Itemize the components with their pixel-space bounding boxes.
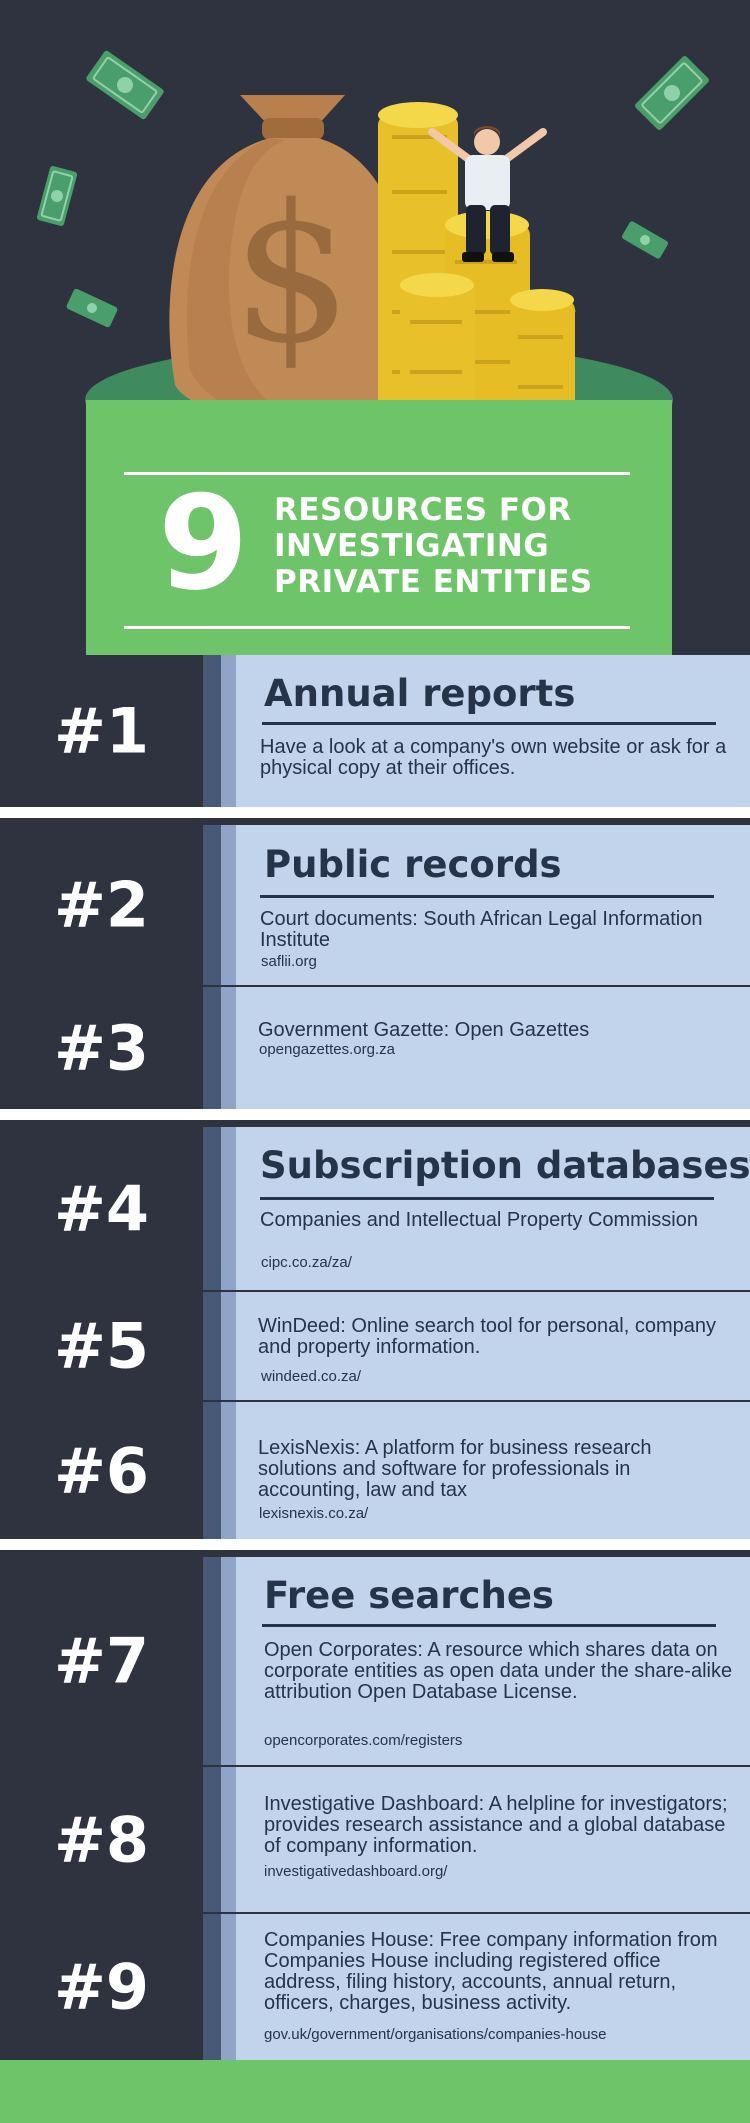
item-number: #9 (53, 1950, 150, 2024)
coin-stack-icon (400, 273, 475, 435)
item-number: #1 (53, 694, 150, 768)
title-bottom-rule (124, 626, 630, 629)
number-cell: #1 (0, 655, 203, 807)
person-icon (428, 126, 547, 262)
section-heading: Public records (264, 843, 562, 886)
section-heading: Annual reports (264, 672, 576, 715)
item-url: lexisnexis.co.za/ (259, 1505, 369, 1522)
heading-rule (260, 895, 714, 898)
item-url: opengazettes.org.za (259, 1041, 395, 1058)
item-url: cipc.co.za/za/ (261, 1254, 352, 1271)
item-description: Companies House: Free company informatio… (264, 1929, 718, 2014)
item-number: #3 (53, 1011, 150, 1085)
list-item: #5 WinDeed: Online search tool for perso… (0, 1292, 750, 1400)
title-number: 9 (158, 467, 248, 619)
item-description: Companies and Intellectual Property Comm… (260, 1209, 698, 1231)
list-item: #9 Companies House: Free company informa… (0, 1914, 750, 2060)
item-description: Have a look at a company's own website o… (260, 736, 727, 779)
item-description: Court documents: South African Legal Inf… (260, 908, 703, 951)
item-number: #7 (53, 1624, 150, 1698)
item-number: #4 (53, 1172, 150, 1245)
title-box: 9 RESOURCES FOR INVESTIGATING PRIVATE EN… (86, 400, 672, 655)
section-heading: Subscription databases (260, 1144, 750, 1187)
list-item: #2 Public records Court documents: South… (0, 825, 750, 985)
number-cell: #3 (0, 987, 203, 1109)
number-cell: #2 (0, 825, 203, 985)
list-item: #6 LexisNexis: A platform for business r… (0, 1402, 750, 1539)
list-item: #4 Subscription databases Companies and … (0, 1127, 750, 1290)
item-number: #5 (53, 1309, 150, 1383)
item-description: LexisNexis: A platform for business rese… (258, 1437, 652, 1501)
section-divider (0, 1539, 750, 1550)
title-text: RESOURCES FOR INVESTIGATING PRIVATE ENTI… (274, 492, 593, 600)
section-divider (0, 807, 750, 818)
number-cell: #9 (0, 1914, 203, 2060)
item-description: Investigative Dashboard: A helpline for … (264, 1793, 728, 1857)
section-heading: Free searches (264, 1574, 554, 1617)
list-item: #7 Free searches Open Corporates: A reso… (0, 1557, 750, 1765)
banknote-icon (36, 166, 78, 226)
list-item: #1 Annual reports Have a look at a compa… (0, 655, 750, 807)
item-description: Government Gazette: Open Gazettes (258, 1019, 590, 1041)
item-number: #6 (53, 1434, 150, 1507)
list-item: #8 Investigative Dashboard: A helpline f… (0, 1767, 750, 1912)
footer-bar (0, 2060, 750, 2123)
item-url: saflii.org (261, 953, 317, 970)
banknote-icon (622, 221, 668, 259)
number-cell: #4 (0, 1127, 203, 1290)
item-url: gov.uk/government/organisations/companie… (264, 2026, 607, 2043)
item-content: LexisNexis: A platform for business rese… (236, 1402, 750, 1539)
item-content: Companies House: Free company informatio… (236, 1914, 750, 2060)
list-item: #3 Government Gazette: Open Gazettes ope… (0, 987, 750, 1109)
section-divider (0, 1109, 750, 1120)
item-url: investigativedashboard.org/ (264, 1863, 448, 1880)
item-description: WinDeed: Online search tool for personal… (258, 1315, 717, 1358)
item-content: Government Gazette: Open Gazettes openga… (236, 987, 750, 1109)
svg-text:$: $ (232, 164, 353, 385)
item-url: opencorporates.com/registers (264, 1732, 463, 1749)
hero-illustration: $ (0, 0, 750, 655)
item-content: Annual reports Have a look at a company'… (236, 655, 750, 807)
banknote-icon (86, 50, 164, 120)
banknote-icon (66, 288, 118, 328)
number-cell: #6 (0, 1402, 203, 1539)
item-content: WinDeed: Online search tool for personal… (236, 1292, 750, 1400)
item-description: Open Corporates: A resource which shares… (264, 1639, 733, 1703)
item-number: #8 (53, 1803, 150, 1876)
heading-rule (262, 1624, 716, 1627)
item-content: Public records Court documents: South Af… (236, 825, 750, 985)
title-top-rule (124, 472, 630, 475)
number-cell: #8 (0, 1767, 203, 1912)
money-bag-icon: $ (169, 95, 409, 420)
item-number: #2 (53, 868, 150, 942)
heading-rule (260, 1197, 714, 1200)
banknote-icon (635, 56, 709, 130)
item-content: Investigative Dashboard: A helpline for … (236, 1767, 750, 1912)
number-cell: #7 (0, 1557, 203, 1765)
item-content: Free searches Open Corporates: A resourc… (236, 1557, 750, 1765)
number-cell: #5 (0, 1292, 203, 1400)
item-url: windeed.co.za/ (261, 1368, 362, 1385)
item-content: Subscription databases Companies and Int… (236, 1127, 750, 1290)
heading-rule (262, 722, 716, 725)
